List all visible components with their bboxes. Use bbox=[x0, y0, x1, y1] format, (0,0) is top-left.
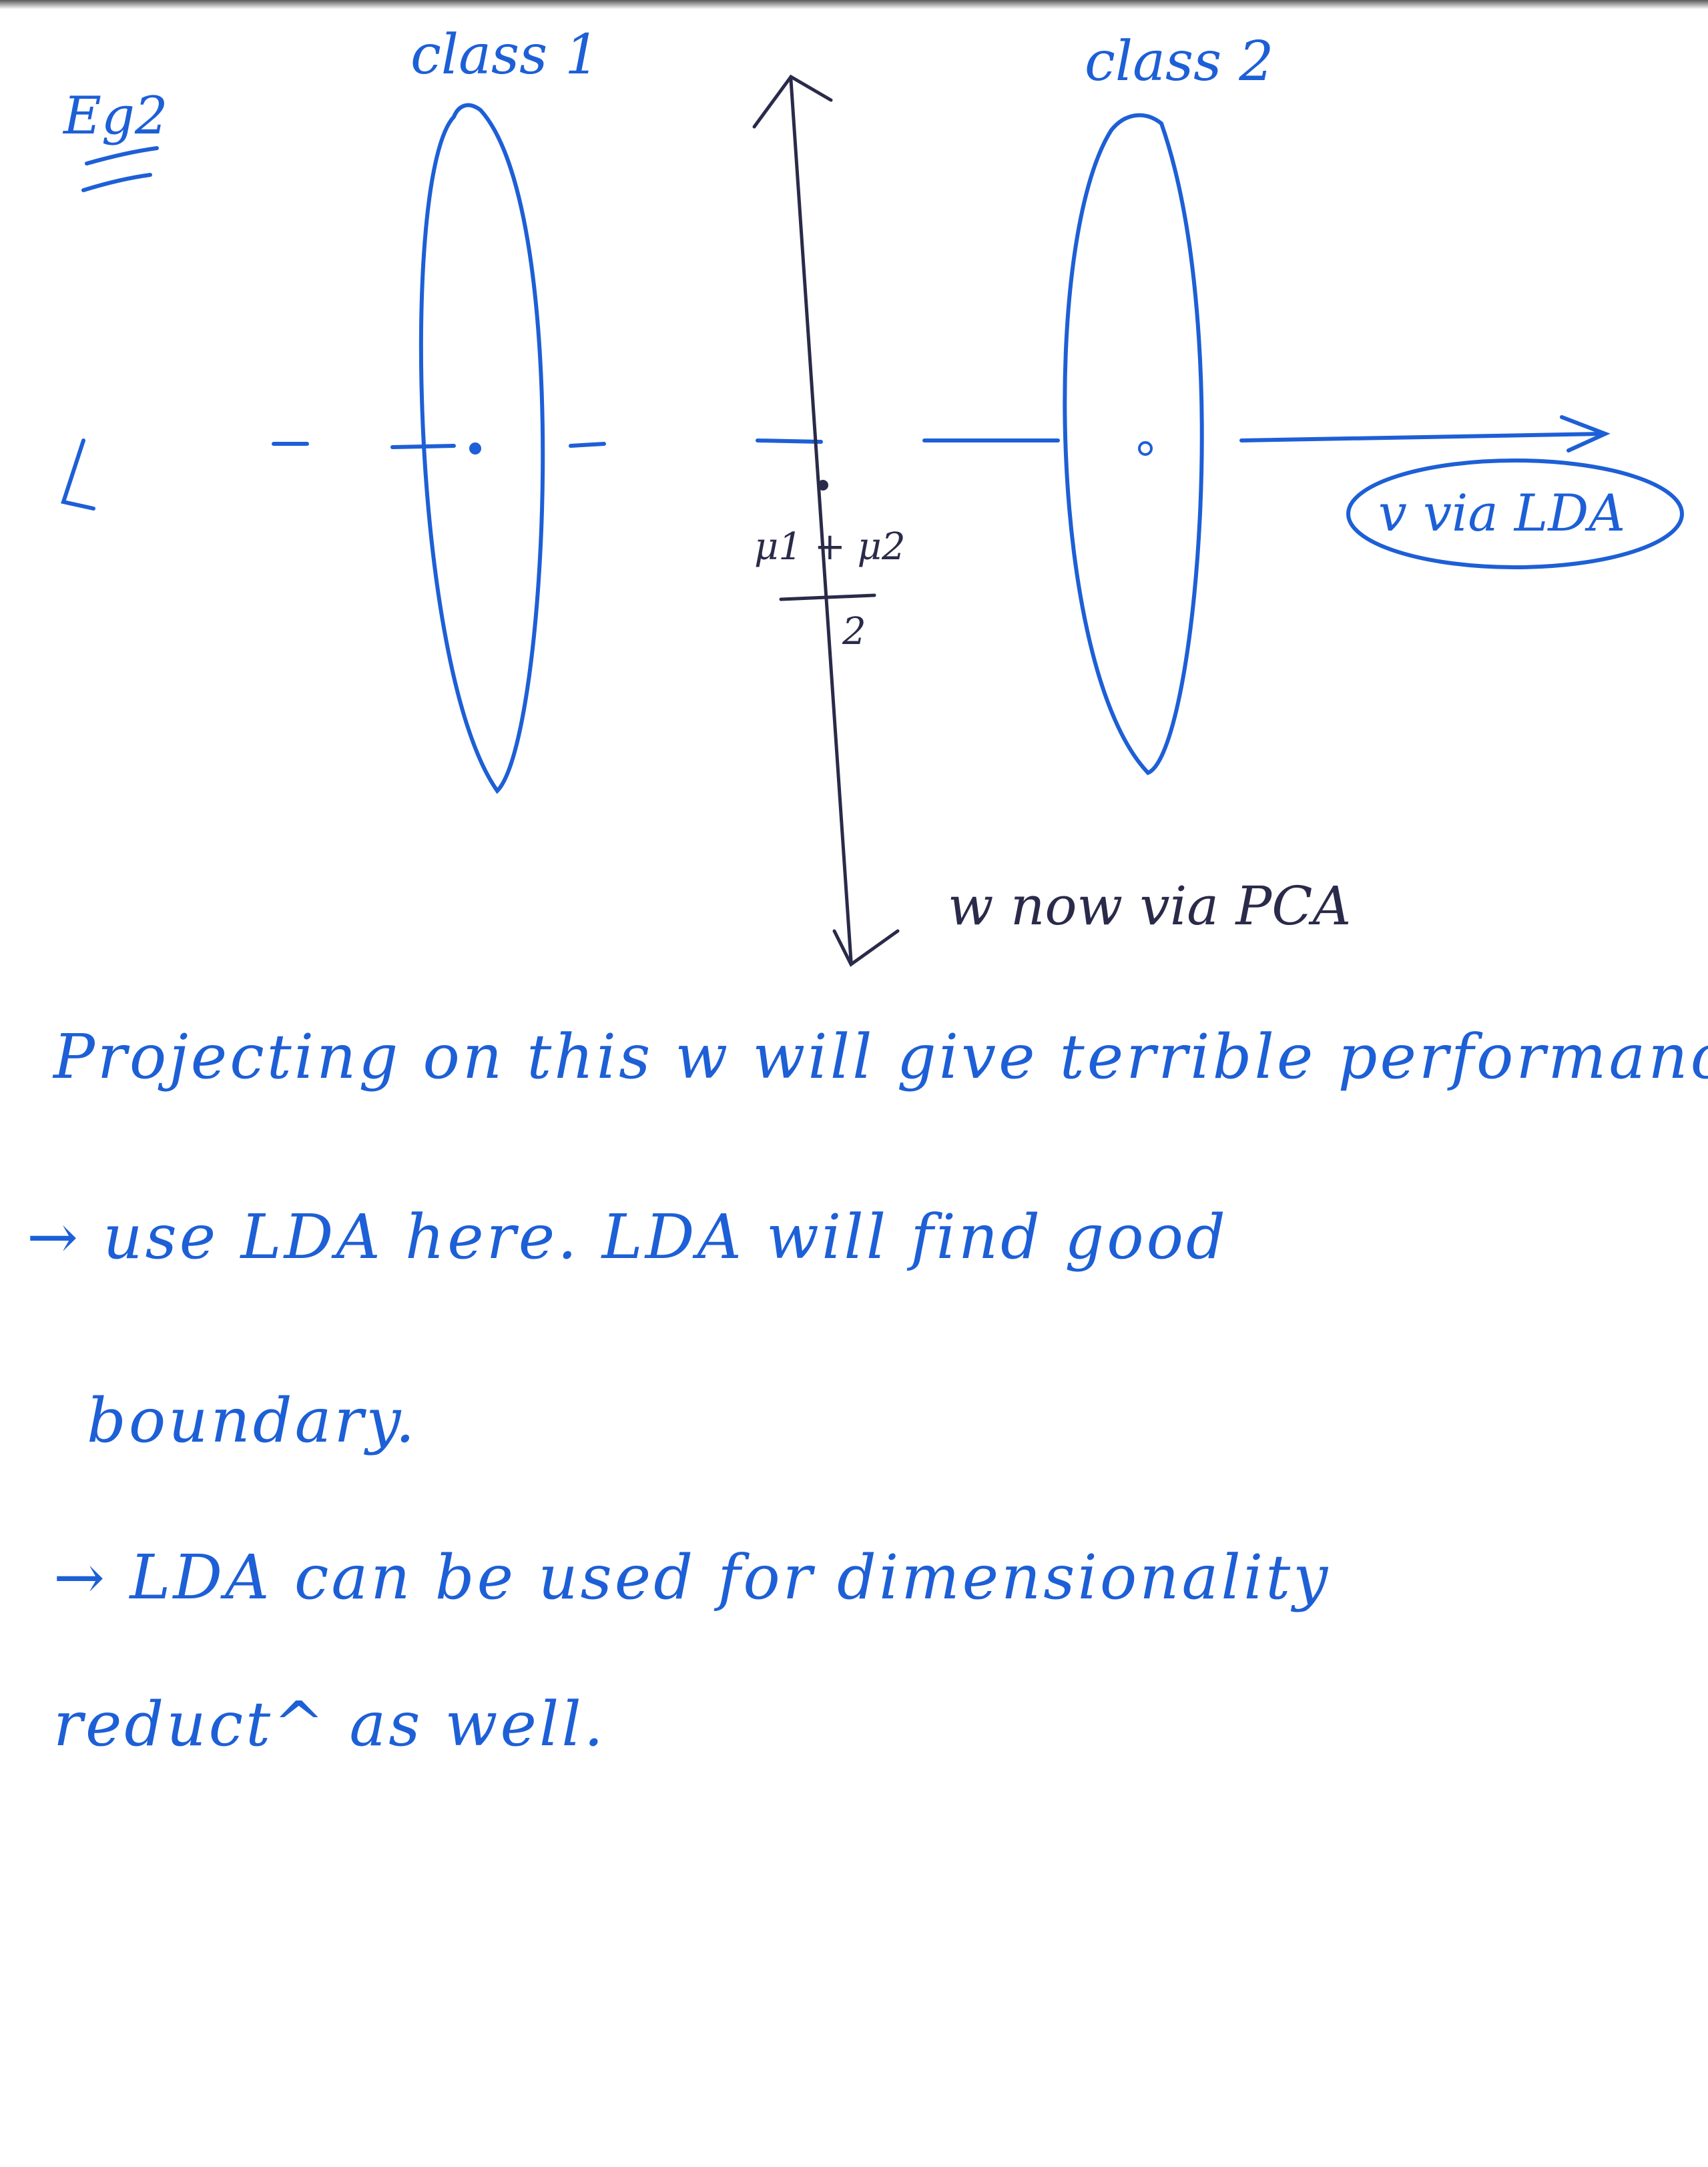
class2-label: class 2 bbox=[1085, 30, 1273, 93]
lda-direction-label: v via LDA bbox=[1378, 483, 1625, 543]
midpoint-fraction-bar bbox=[779, 593, 876, 601]
note-boundary: boundary. bbox=[87, 1385, 418, 1456]
midpoint-denominator: 2 bbox=[842, 610, 866, 653]
pca-direction-label: w now via PCA bbox=[948, 875, 1351, 937]
class1-label: class 1 bbox=[410, 23, 599, 87]
class2-mean-dot bbox=[1138, 441, 1153, 456]
page-top-edge bbox=[0, 0, 1708, 9]
class2-ellipse bbox=[1063, 113, 1204, 776]
pca-axis bbox=[752, 74, 900, 967]
lda-vs-pca-diagram: Eg2 class 1 class 2 μ1 + bbox=[61, 23, 1684, 967]
note-dim-reduction: → LDA can be used for dimensionality bbox=[53, 1542, 1331, 1613]
page-label-underline bbox=[81, 146, 159, 192]
note-as-well: reduct^ as well. bbox=[53, 1688, 606, 1760]
class1-mean-dot bbox=[469, 442, 481, 454]
lda-axis bbox=[61, 415, 1611, 511]
note-projecting: Projecting on this w will give terrible … bbox=[53, 1021, 1708, 1093]
midpoint-dot bbox=[818, 480, 828, 491]
lda-label-circle bbox=[1346, 458, 1684, 569]
page-label: Eg2 bbox=[62, 86, 168, 146]
note-use-lda: → use LDA here. LDA will find good bbox=[27, 1201, 1228, 1273]
class1-ellipse bbox=[418, 103, 545, 794]
midpoint-numerator: μ1 + μ2 bbox=[754, 525, 906, 569]
